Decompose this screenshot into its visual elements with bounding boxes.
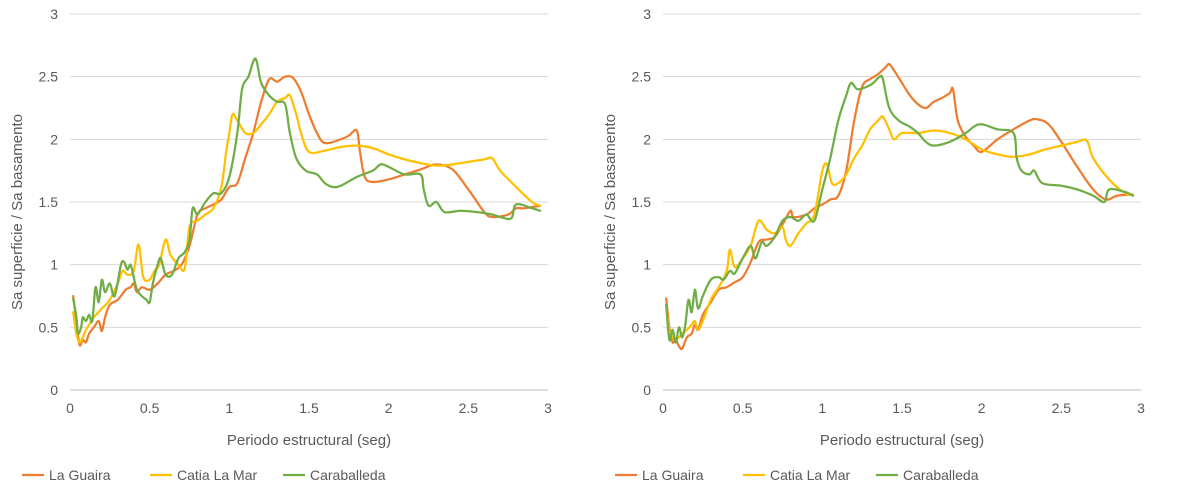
- series-line-la-guaira: [72, 74, 542, 347]
- legend-label: La Guaira: [49, 467, 111, 483]
- x-tick-label: 1.5: [299, 400, 319, 416]
- y-tick-label: 2.5: [632, 69, 652, 85]
- legend-label: Catia La Mar: [770, 467, 850, 483]
- y-tick-label: 0.5: [39, 319, 59, 335]
- x-tick-label: 3: [544, 400, 552, 416]
- x-tick-label: 0: [66, 400, 74, 416]
- x-tick-label: 0: [659, 400, 667, 416]
- y-tick-label: 2.5: [39, 69, 59, 85]
- x-tick-label: 0.5: [140, 400, 160, 416]
- x-tick-label: 3: [1137, 400, 1145, 416]
- y-tick-label: 1.5: [632, 194, 652, 210]
- x-tick-label: 1.5: [892, 400, 912, 416]
- y-tick-label: 1.5: [39, 194, 59, 210]
- x-tick-label: 1: [225, 400, 233, 416]
- legend-label: La Guaira: [642, 467, 704, 483]
- chart-left: 0 0.5 1 1.5 2 2.5 3 0 0.5 1 1.5 2 2.5 3 Periodo estruc…: [9, 6, 552, 483]
- y-tick-label: 2: [643, 131, 651, 147]
- y-tick-label: 0: [50, 382, 58, 398]
- series-line-catia-la-mar: [665, 115, 1135, 341]
- x-tick-label: 2.5: [1052, 400, 1072, 416]
- legend-label: Catia La Mar: [177, 467, 257, 483]
- x-axis-title: Periodo estructural (seg): [820, 432, 984, 449]
- y-tick-label: 0.5: [632, 319, 652, 335]
- series-line-caraballeda: [665, 74, 1135, 344]
- y-tick-label: 3: [643, 6, 651, 22]
- y-tick-label: 3: [50, 6, 58, 22]
- x-tick-label: 2: [385, 400, 393, 416]
- y-axis-title: Sa superficie / Sa basamento: [9, 114, 26, 310]
- x-tick-label: 2.5: [459, 400, 479, 416]
- x-tick-label: 1: [818, 400, 826, 416]
- y-tick-label: 0: [643, 382, 651, 398]
- series-line-la-guaira: [665, 62, 1135, 351]
- series-line-caraballeda: [72, 57, 542, 336]
- y-tick-label: 1: [50, 257, 58, 273]
- y-tick-label: 2: [50, 131, 58, 147]
- chart-panel-right: 0 0.5 1 1.5 2 2.5 3 0 0.5 1 1.5 2 2.5 3 Periodo estruc…: [593, 0, 1183, 495]
- legend-label: Caraballeda: [310, 467, 386, 483]
- series-line-catia-la-mar: [72, 93, 542, 344]
- y-tick-label: 1: [643, 257, 651, 273]
- x-tick-label: 2: [978, 400, 986, 416]
- x-tick-label: 0.5: [733, 400, 753, 416]
- x-axis-title: Periodo estructural (seg): [227, 432, 391, 449]
- y-axis-title: Sa superficie / Sa basamento: [602, 114, 619, 310]
- chart-panel-left: 0 0.5 1 1.5 2 2.5 3 0 0.5 1 1.5 2 2.5 3 Periodo estruc…: [0, 0, 590, 495]
- legend-label: Caraballeda: [903, 467, 979, 483]
- chart-right: 0 0.5 1 1.5 2 2.5 3 0 0.5 1 1.5 2 2.5 3 Periodo estruc…: [602, 6, 1145, 483]
